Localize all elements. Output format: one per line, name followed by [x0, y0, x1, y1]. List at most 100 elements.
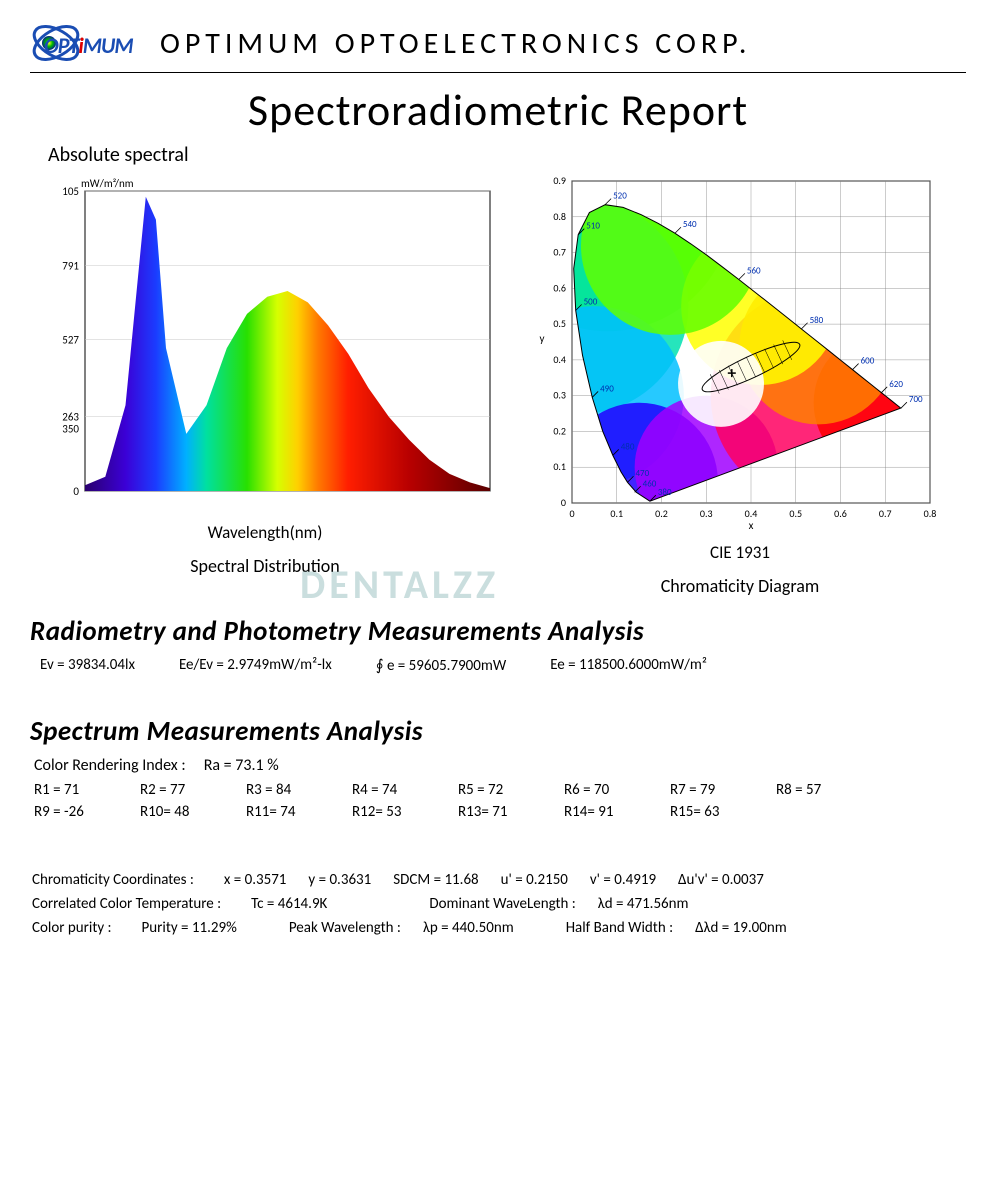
cri-label: Color Rendering Index : — [34, 756, 186, 775]
report-title: Spectroradiometric Report — [30, 83, 966, 137]
radiometry-heading: Radiometry and Photometry Measurements A… — [30, 615, 966, 648]
phi-e-value: ∮ e = 59605.7900mW — [376, 656, 506, 675]
chrom-x: x = 0.3571 — [224, 871, 287, 889]
purity-val: Purity = 11.29% — [142, 919, 237, 937]
chrom-u: u' = 0.2150 — [501, 871, 568, 889]
svg-text:700: 700 — [909, 394, 923, 405]
r-value-r12: R12= 53 — [352, 803, 432, 821]
hbw-label: Half Band Width : — [566, 919, 673, 937]
svg-text:510: 510 — [586, 221, 600, 232]
chromaticity-line: Chromaticity Coordinates : x = 0.3571 y … — [32, 871, 966, 889]
chrom-label: Chromaticity Coordinates : — [32, 871, 194, 889]
watermark: DENTALZZ — [300, 560, 499, 609]
svg-text:380: 380 — [658, 487, 672, 498]
svg-text:0: 0 — [569, 507, 574, 520]
ee-value: Ee = 118500.6000mW/m² — [550, 656, 707, 675]
hbw-val: Δλd = 19.00nm — [695, 919, 787, 937]
chrom-v: v' = 0.4919 — [590, 871, 656, 889]
logo-text: OPTiMUM — [44, 32, 133, 59]
svg-text:0.7: 0.7 — [879, 507, 892, 520]
absolute-spectral-label: Absolute spectral — [48, 143, 966, 167]
svg-text:470: 470 — [635, 468, 649, 479]
chrom-sdcm: SDCM = 11.68 — [393, 871, 478, 889]
header-rule — [30, 72, 966, 73]
svg-text:0.4: 0.4 — [553, 353, 566, 366]
svg-text:0.2: 0.2 — [553, 424, 566, 437]
ee-ev-value: Ee/Ev = 2.9749mW/m²-lx — [179, 656, 332, 675]
svg-text:x: x — [749, 519, 754, 531]
r-value-r5: R5 = 72 — [458, 781, 538, 799]
r-row-2: R9 = -26 R10= 48 R11= 74 R12= 53 R13= 71 R14=… — [34, 803, 966, 821]
svg-text:500: 500 — [584, 297, 598, 308]
svg-text:0.1: 0.1 — [610, 507, 623, 520]
ra-value: Ra = 73.1 % — [204, 756, 279, 775]
r-value-r2: R2 = 77 — [140, 781, 220, 799]
r-row-1: R1 = 71 R2 = 77 R3 = 84 R4 = 74 R5 = 72 R6 = … — [34, 781, 966, 799]
svg-text:0.8: 0.8 — [924, 507, 937, 520]
spectral-x-label: Wavelength(nm) — [30, 522, 500, 543]
chrom-duv: Δu'v' = 0.0037 — [678, 871, 764, 889]
charts-row: mW/m²/nm1057915272633500 Wavelength(nm) … — [30, 171, 966, 597]
peak-label: Peak Wavelength : — [289, 919, 401, 937]
spectrum-heading: Spectrum Measurements Analysis — [30, 715, 966, 748]
r-value-r9: R9 = -26 — [34, 803, 114, 821]
svg-text:105: 105 — [62, 185, 79, 198]
svg-text:mW/m²/nm: mW/m²/nm — [81, 177, 134, 190]
purity-line: Color purity : Purity = 11.29% Peak Wave… — [32, 919, 966, 937]
svg-text:490: 490 — [600, 383, 614, 394]
svg-text:580: 580 — [810, 315, 824, 326]
r-value-r1: R1 = 71 — [34, 781, 114, 799]
r-value-r13: R13= 71 — [458, 803, 538, 821]
dom-label: Dominant WaveLength : — [429, 895, 575, 913]
svg-text:620: 620 — [889, 379, 903, 390]
svg-text:0.2: 0.2 — [655, 507, 668, 520]
svg-text:460: 460 — [643, 478, 657, 489]
svg-text:480: 480 — [621, 441, 635, 452]
cie-sub-caption: Chromaticity Diagram — [530, 575, 950, 597]
svg-text:520: 520 — [613, 191, 627, 202]
svg-text:527: 527 — [62, 334, 79, 347]
r-value-r7: R7 = 79 — [670, 781, 750, 799]
r-value-r15: R15= 63 — [670, 803, 750, 821]
svg-text:0.3: 0.3 — [553, 389, 566, 402]
svg-text:0.5: 0.5 — [789, 507, 802, 520]
svg-text:0: 0 — [73, 485, 79, 498]
svg-text:0.7: 0.7 — [553, 246, 566, 259]
purity-label: Color purity : — [32, 919, 112, 937]
svg-text:0.3: 0.3 — [700, 507, 713, 520]
r-value-r3: R3 = 84 — [246, 781, 326, 799]
spectral-chart: mW/m²/nm1057915272633500 — [30, 171, 500, 511]
svg-text:0.8: 0.8 — [553, 210, 566, 223]
r-value-r8: R8 = 57 — [776, 781, 856, 799]
peak-val: λp = 440.50nm — [423, 919, 514, 937]
r-value-r11: R11= 74 — [246, 803, 326, 821]
r-value-r6: R6 = 70 — [564, 781, 644, 799]
chrom-y: y = 0.3631 — [308, 871, 371, 889]
svg-text:0.1: 0.1 — [553, 460, 566, 473]
svg-text:0.6: 0.6 — [553, 281, 566, 294]
cie-chart: 00.10.20.30.40.50.60.70.800.10.20.30.40.… — [530, 171, 950, 531]
r-value-r14: R14= 91 — [564, 803, 644, 821]
svg-text:350: 350 — [62, 423, 79, 436]
svg-text:600: 600 — [861, 356, 875, 367]
svg-text:y: y — [540, 332, 545, 345]
cct-line: Correlated Color Temperature : Tc = 4614… — [32, 895, 966, 913]
header: OPTiMUM OPTIMUM OPTOELECTRONICS CORP. — [30, 20, 966, 66]
cie-caption: CIE 1931 — [530, 542, 950, 563]
company-name: OPTIMUM OPTOELECTRONICS CORP. — [160, 25, 751, 62]
ev-value: Ev = 39834.04lx — [40, 656, 135, 675]
svg-text:0.9: 0.9 — [553, 174, 566, 187]
spectral-chart-block: mW/m²/nm1057915272633500 Wavelength(nm) … — [30, 171, 500, 577]
radiometry-values: Ev = 39834.04lx Ee/Ev = 2.9749mW/m²-lx ∮… — [40, 656, 966, 675]
svg-text:0: 0 — [561, 496, 566, 509]
dom-val: λd = 471.56nm — [598, 895, 689, 913]
cct-tc: Tc = 4614.9K — [251, 895, 327, 913]
r-value-r10: R10= 48 — [140, 803, 220, 821]
logo: OPTiMUM — [30, 20, 150, 66]
cri-line: Color Rendering Index : Ra = 73.1 % — [34, 756, 966, 775]
svg-text:560: 560 — [747, 265, 761, 276]
cct-label: Correlated Color Temperature : — [32, 895, 221, 913]
svg-text:791: 791 — [62, 259, 79, 272]
svg-text:0.6: 0.6 — [834, 507, 847, 520]
r-value-r4: R4 = 74 — [352, 781, 432, 799]
